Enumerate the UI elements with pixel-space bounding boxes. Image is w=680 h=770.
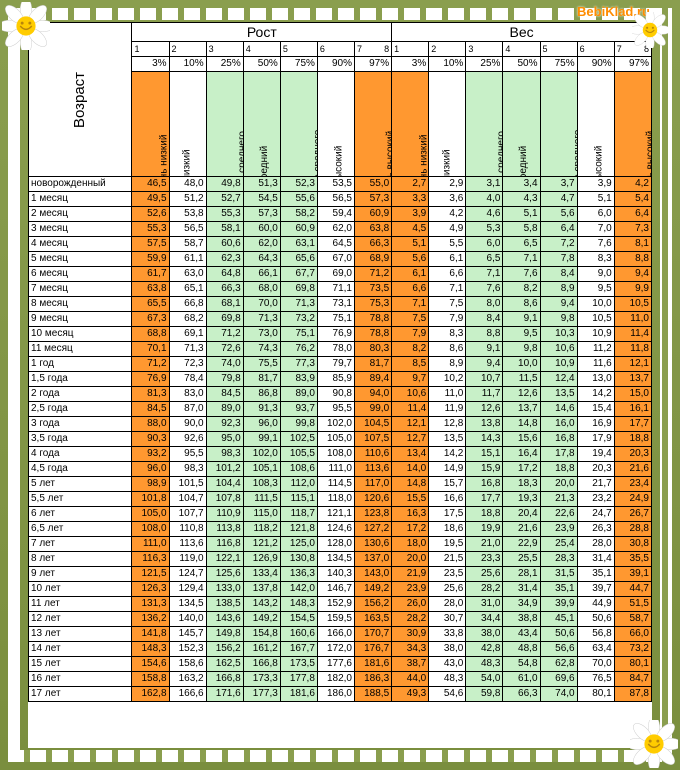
flower-decoration-top-left bbox=[2, 2, 50, 50]
growth-table: ВозрастРостВес12345678123456783%10%25%50… bbox=[28, 22, 652, 748]
flower-decoration-top-right bbox=[632, 12, 668, 48]
flower-decoration-bottom-right bbox=[630, 720, 678, 768]
